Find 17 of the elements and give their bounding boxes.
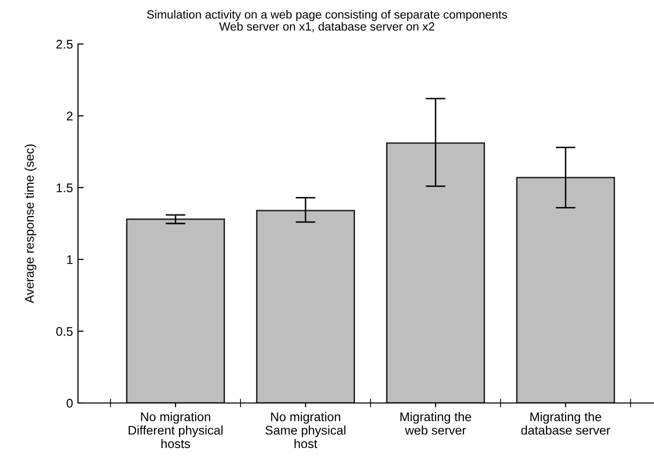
chart-subtitle: Web server on x1, database server on x2 <box>219 22 434 32</box>
y-tick-label: 0.5 <box>56 327 73 336</box>
bar <box>256 210 355 403</box>
x-tick-label: No migration Same physical host <box>265 412 346 448</box>
y-tick-label: 1 <box>67 255 73 264</box>
y-tick-label: 0 <box>66 398 73 408</box>
chart-title: Simulation activity on a web page consisting of separate components <box>147 10 508 22</box>
x-tick-label: No migration Different physical hosts <box>128 412 223 448</box>
bar <box>386 142 486 403</box>
bar <box>126 218 225 403</box>
x-tick-label: Migrating the web server <box>400 412 472 435</box>
y-axis-title: Average response time (sec) <box>24 144 36 304</box>
y-tick-label: 2.5 <box>56 40 73 49</box>
x-tick-label: Migrating the database server <box>521 412 610 435</box>
y-tick-label: 2 <box>66 112 73 120</box>
bar <box>516 176 616 403</box>
y-tick-label: 1.5 <box>56 184 73 192</box>
